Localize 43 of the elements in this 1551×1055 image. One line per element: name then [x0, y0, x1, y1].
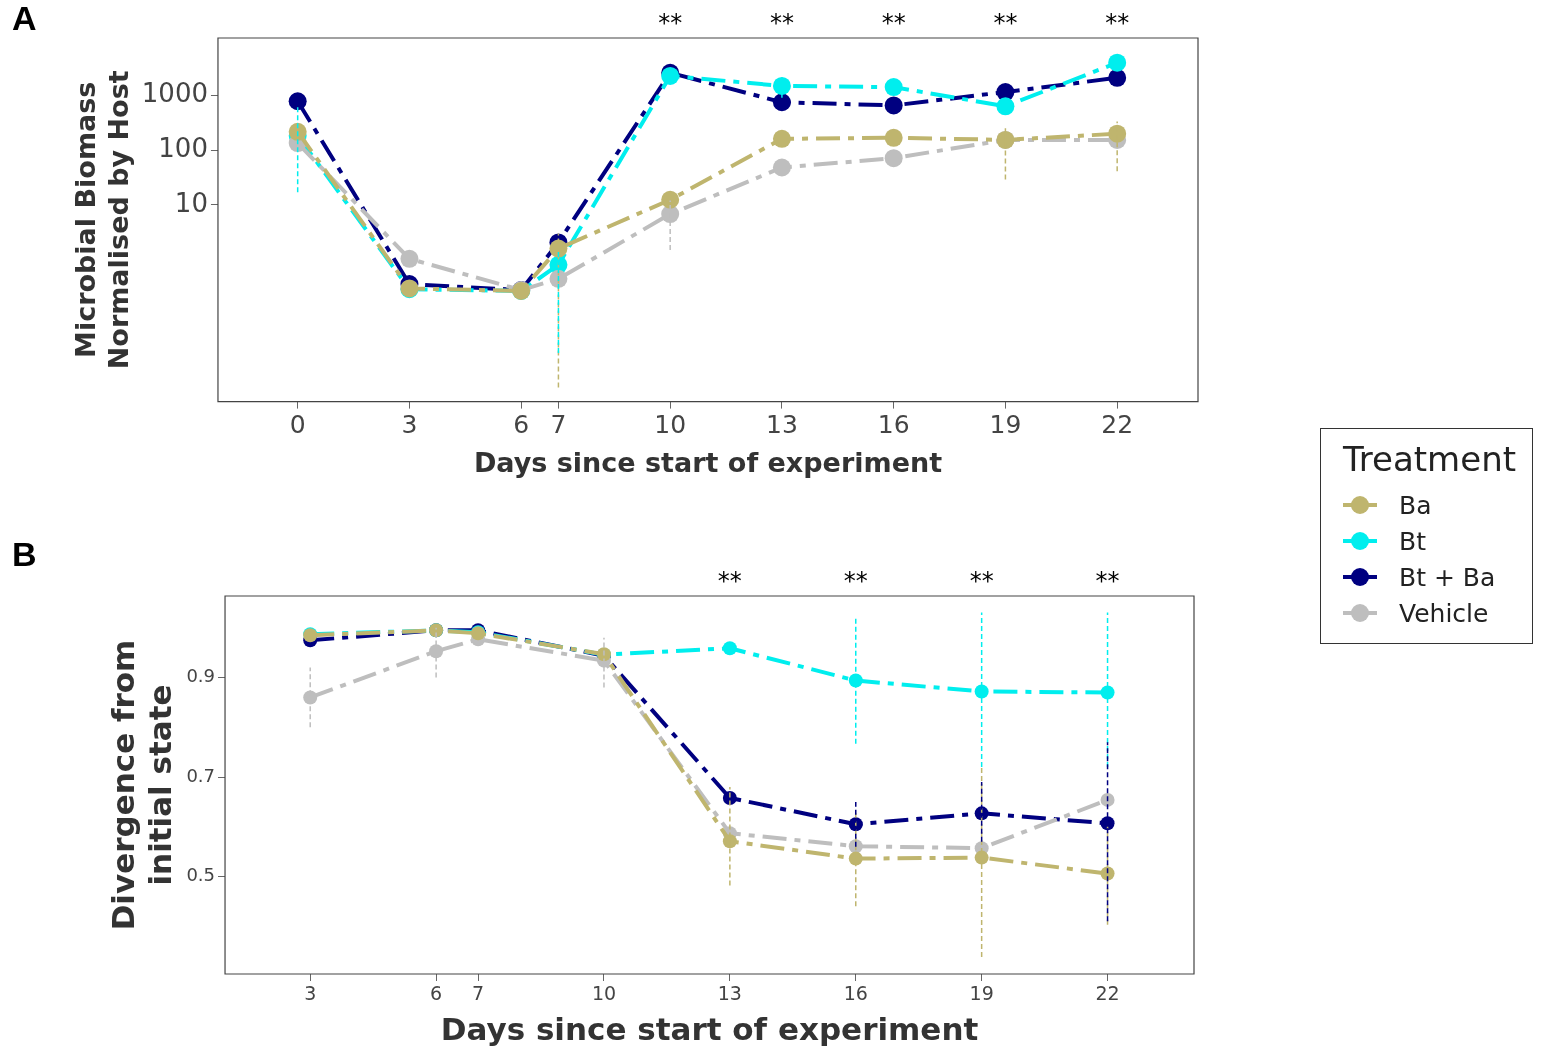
- x-tick-label: 16: [877, 410, 910, 440]
- x-tick-label: 10: [654, 410, 687, 440]
- text: **: [717, 567, 742, 596]
- x-tick-label: 13: [766, 410, 798, 440]
- y-tick-label: 0.5: [186, 864, 216, 886]
- y-tick-label: 0.7: [186, 764, 216, 786]
- x-tick-label: 22: [1101, 410, 1134, 440]
- x-tick-label: 7: [550, 410, 567, 440]
- y-tick-label: 1000: [141, 77, 208, 108]
- chart-title: A: [12, 0, 37, 38]
- text: **: [993, 9, 1018, 38]
- x-tick-label: 10: [591, 982, 617, 1005]
- y-axis-title: Microbial Biomass Normalised by Host: [70, 70, 134, 370]
- x-tick-label: 22: [1095, 982, 1120, 1005]
- text: **: [969, 567, 994, 596]
- x-tick-label: 16: [843, 982, 868, 1005]
- x-tick-label: 3: [401, 410, 418, 440]
- x-axis-title: Days since start of experiment: [440, 1011, 979, 1048]
- legend-label: Bt: [1399, 526, 1426, 556]
- x-tick-label: 6: [513, 410, 530, 440]
- y-axis-title: Divergence from initial state: [104, 639, 178, 931]
- y-tick-label: 10: [174, 187, 208, 218]
- x-tick-label: 19: [969, 982, 994, 1005]
- y-tick-label: 0.9: [186, 665, 216, 687]
- legend-title: Treatment: [1343, 439, 1517, 479]
- x-tick-label: 19: [989, 410, 1022, 440]
- text: **: [1105, 9, 1130, 38]
- text: **: [658, 9, 683, 38]
- text: **: [881, 9, 906, 38]
- legend-label: Vehicle: [1399, 598, 1489, 628]
- x-tick-label: 6: [430, 982, 443, 1005]
- x-tick-label: 3: [304, 982, 317, 1005]
- legend-label: Bt + Ba: [1399, 562, 1496, 592]
- x-tick-label: 13: [717, 982, 742, 1005]
- x-tick-label: 0: [289, 410, 306, 440]
- text: **: [1095, 567, 1120, 596]
- chart-title: B: [12, 535, 37, 574]
- y-tick-label: 100: [158, 132, 208, 163]
- x-tick-label: 7: [472, 982, 485, 1005]
- text: **: [843, 567, 868, 596]
- text: **: [769, 9, 794, 38]
- legend-label: Ba: [1399, 490, 1432, 520]
- x-axis-title: Days since start of experiment: [473, 446, 943, 478]
